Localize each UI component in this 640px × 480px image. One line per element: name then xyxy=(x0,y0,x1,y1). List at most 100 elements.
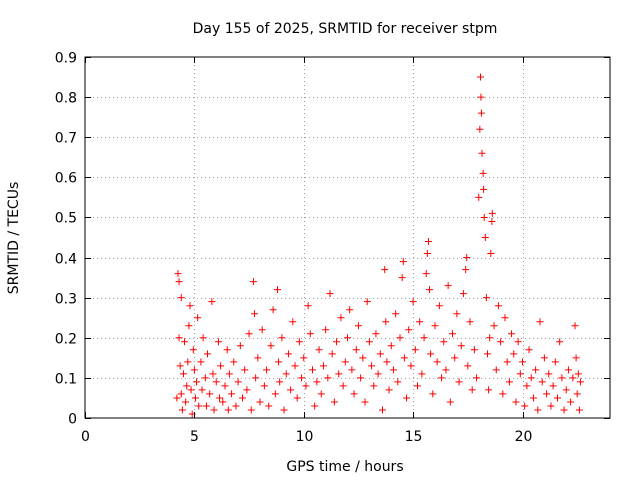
data-point xyxy=(567,398,575,406)
data-point xyxy=(234,378,242,386)
data-point xyxy=(210,406,218,414)
data-point xyxy=(551,358,559,366)
data-point xyxy=(186,302,194,310)
data-point xyxy=(480,185,488,193)
data-point xyxy=(505,378,513,386)
data-point xyxy=(232,402,240,410)
data-point xyxy=(176,362,184,370)
data-point xyxy=(405,326,413,334)
data-point xyxy=(387,342,395,350)
x-tick-label: 15 xyxy=(405,429,423,445)
data-point xyxy=(455,378,463,386)
data-point xyxy=(438,374,446,382)
data-point xyxy=(545,370,553,378)
data-point xyxy=(357,374,365,382)
data-point xyxy=(569,374,577,382)
data-point xyxy=(403,394,411,402)
data-point xyxy=(361,398,369,406)
data-point xyxy=(293,394,301,402)
data-point xyxy=(319,362,327,370)
data-point xyxy=(337,314,345,322)
data-point xyxy=(451,354,459,362)
data-point xyxy=(175,278,183,286)
data-point xyxy=(198,386,206,394)
data-point xyxy=(267,342,275,350)
data-point xyxy=(223,346,231,354)
data-point xyxy=(382,318,390,326)
data-point xyxy=(409,298,417,306)
data-point xyxy=(453,310,461,318)
data-point xyxy=(422,270,430,278)
data-point xyxy=(243,386,251,394)
data-point xyxy=(562,386,570,394)
data-point xyxy=(350,390,358,398)
data-point xyxy=(575,406,583,414)
data-point xyxy=(488,209,496,217)
data-point xyxy=(194,314,202,322)
data-point xyxy=(275,358,283,366)
y-tick-label: 0.8 xyxy=(55,91,77,107)
data-point xyxy=(193,378,201,386)
data-point xyxy=(219,398,227,406)
data-point xyxy=(424,238,432,246)
data-point xyxy=(276,378,284,386)
y-axis-label: SRMTID / TECUs xyxy=(6,182,22,295)
data-point xyxy=(335,370,343,378)
data-point xyxy=(251,310,259,318)
data-point xyxy=(214,338,222,346)
data-point xyxy=(206,390,214,398)
data-point xyxy=(527,374,535,382)
data-point xyxy=(574,370,582,378)
data-point xyxy=(201,374,209,382)
data-point xyxy=(370,382,378,390)
data-point xyxy=(494,302,502,310)
data-point xyxy=(532,366,540,374)
data-point xyxy=(363,298,371,306)
data-point xyxy=(328,350,336,358)
data-point xyxy=(446,398,454,406)
data-point xyxy=(254,354,262,362)
data-point xyxy=(324,374,332,382)
data-point xyxy=(209,370,217,378)
data-point xyxy=(418,370,426,378)
data-point xyxy=(470,346,478,354)
data-point xyxy=(485,386,493,394)
data-point xyxy=(414,382,421,390)
data-point xyxy=(508,330,516,338)
data-point xyxy=(179,370,187,378)
data-point xyxy=(278,334,286,342)
data-point xyxy=(481,234,489,241)
data-point xyxy=(282,370,290,378)
data-point xyxy=(182,398,190,406)
data-point xyxy=(372,330,380,338)
data-point xyxy=(177,294,185,302)
data-point xyxy=(521,402,529,410)
data-point xyxy=(464,362,472,370)
data-point xyxy=(346,306,354,314)
data-point xyxy=(389,366,397,374)
data-point xyxy=(482,294,490,302)
data-point xyxy=(204,350,211,358)
data-point xyxy=(444,282,452,290)
y-tick-label: 0.1 xyxy=(55,372,77,388)
data-point xyxy=(359,354,367,362)
data-point xyxy=(302,382,310,390)
data-point xyxy=(556,338,564,346)
data-point xyxy=(247,406,255,414)
x-tick-label: 5 xyxy=(190,429,199,445)
data-point xyxy=(374,370,382,378)
data-point xyxy=(394,378,402,386)
x-tick-label: 10 xyxy=(296,429,314,445)
data-point xyxy=(348,366,356,374)
data-point xyxy=(230,358,238,366)
data-point xyxy=(385,386,393,394)
data-point xyxy=(459,290,467,298)
data-point xyxy=(309,366,316,374)
data-point xyxy=(291,362,299,370)
data-point xyxy=(304,302,312,310)
y-tick-label: 0.2 xyxy=(55,332,77,348)
data-point xyxy=(339,382,347,390)
data-points xyxy=(173,73,584,418)
chart-title: Day 155 of 2025, SRMTID for receiver stp… xyxy=(193,21,498,37)
data-point xyxy=(326,290,334,298)
